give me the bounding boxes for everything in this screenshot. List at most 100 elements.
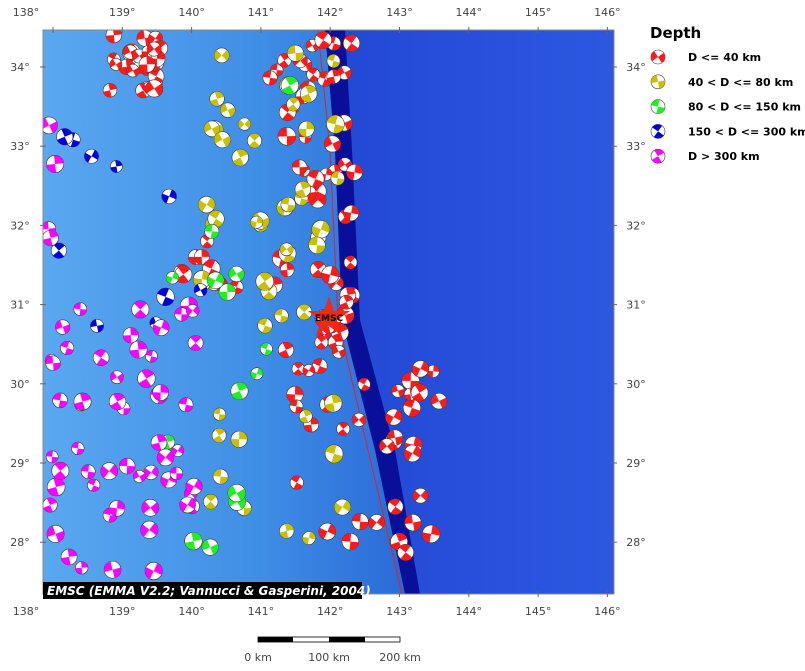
beachball-quadrant: [257, 272, 273, 291]
beachball-quadrant: [149, 68, 164, 85]
lon-label: 139°: [109, 6, 136, 19]
beachball-quadrant: [227, 485, 246, 501]
legend-label: D > 300 km: [688, 150, 760, 163]
beachball-quadrant: [204, 121, 220, 136]
beachball-quadrant: [358, 378, 370, 391]
beachball-quadrant: [133, 470, 146, 482]
lat-label: 30°: [10, 378, 30, 391]
beachball-quadrant: [249, 133, 260, 148]
lon-label: 141°: [248, 605, 275, 618]
beachball-quadrant: [213, 408, 226, 421]
beachball-quadrant: [123, 327, 139, 344]
beachball-quadrant: [46, 155, 64, 173]
beachball-quadrant: [110, 393, 125, 410]
beachball-quadrant: [52, 392, 68, 408]
beachball-quadrant: [47, 478, 65, 496]
beachball-quadrant: [257, 318, 272, 333]
beachball-quadrant: [403, 399, 421, 417]
lon-label: 145°: [525, 605, 552, 618]
beachball-quadrant: [104, 561, 122, 578]
legend-label: 40 < D <= 80 km: [688, 76, 793, 89]
beachball-quadrant: [110, 160, 123, 173]
lon-label: 142°: [317, 6, 344, 19]
beachball-quadrant: [209, 91, 225, 107]
beachball-quadrant: [337, 422, 349, 436]
lon-label: 140°: [178, 605, 205, 618]
beachball-quadrant: [201, 539, 219, 555]
beachball-quadrant: [250, 216, 263, 229]
beachball-quadrant: [198, 197, 215, 212]
lon-label: 139°: [109, 605, 136, 618]
beachball-quadrant: [293, 362, 303, 376]
lat-label: 32°: [10, 219, 30, 232]
scale-bar: 0 km 100 km 200 km: [244, 636, 421, 664]
lat-label: 31°: [626, 299, 646, 312]
beachball-quadrant: [61, 548, 78, 565]
beachball-quadrant: [651, 74, 665, 89]
beachball-quadrant: [346, 164, 363, 181]
beachball-quadrant: [94, 349, 108, 366]
lat-label: 30°: [626, 378, 646, 391]
lon-label: 141°: [248, 6, 275, 19]
beachball-quadrant: [325, 444, 343, 463]
beachball-quadrant: [103, 83, 117, 98]
lon-label: 143°: [386, 6, 413, 19]
beachball-quadrant: [230, 280, 243, 294]
lon-label: 142°: [317, 605, 344, 618]
lat-label: 28°: [626, 536, 646, 549]
beachball-quadrant: [287, 97, 299, 112]
beachball-quadrant: [387, 429, 403, 446]
beachball-quadrant: [43, 230, 59, 246]
credit: EMSC (EMMA V2.2; Vannucci & Gasperini, 2…: [47, 584, 371, 598]
beachball-quadrant: [262, 70, 278, 86]
beachball-quadrant: [326, 69, 341, 84]
beachball-quadrant: [330, 171, 345, 186]
beachball-quadrant: [119, 458, 136, 475]
lon-label: 143°: [386, 605, 413, 618]
beachball-quadrant: [307, 68, 319, 82]
beachball-quadrant: [324, 136, 341, 152]
beachball-quadrant: [46, 525, 65, 543]
beachball-quadrant: [651, 99, 665, 114]
beachball-quadrant: [152, 384, 169, 401]
lat-label: 34°: [626, 61, 646, 74]
beachball-quadrant: [282, 76, 298, 95]
beachball-quadrant: [379, 440, 395, 453]
beachball-quadrant: [337, 66, 352, 79]
beachball-quadrant: [71, 442, 85, 455]
beachball-quadrant: [308, 236, 326, 254]
beachball-quadrant: [389, 498, 402, 515]
beachball-quadrant: [278, 53, 291, 68]
beachball-quadrant: [45, 355, 61, 371]
beachball-quadrant: [327, 54, 340, 68]
beachball-quadrant: [426, 365, 440, 378]
beachball-quadrant: [344, 34, 359, 52]
legend: Depth D <= 40 km 40 < D <= 80 km 80 < D <=…: [650, 24, 805, 164]
beachball-quadrant: [280, 197, 296, 212]
beachball-quadrant: [166, 271, 179, 284]
beachball-quadrant: [145, 563, 163, 579]
beachball-quadrant: [352, 513, 369, 530]
beachball-quadrant: [404, 445, 421, 461]
beachball-quadrant: [280, 244, 294, 255]
beachball-quadrant: [213, 428, 226, 443]
beachball-quadrant: [43, 497, 57, 513]
beachball-quadrant: [141, 501, 159, 515]
lat-label: 29°: [10, 457, 30, 470]
beachball-quadrant: [84, 149, 99, 163]
legend-label: 150 < D <= 300 km: [688, 125, 805, 138]
beachball-quadrant: [176, 265, 191, 284]
lat-label: 29°: [626, 457, 646, 470]
map-area: EMSC: [43, 30, 614, 594]
beachball-quadrant: [339, 295, 353, 310]
beachball-quadrant: [331, 323, 348, 342]
beachball-quadrant: [286, 386, 304, 403]
beachball-quadrant: [279, 523, 294, 539]
beachball-quadrant: [60, 341, 74, 355]
beachball-quadrant: [345, 255, 356, 269]
beachball-quadrant: [278, 342, 294, 358]
beachball-quadrant: [270, 63, 284, 77]
beachball-quadrant: [399, 544, 413, 561]
marker-label: EMSC: [315, 314, 344, 324]
